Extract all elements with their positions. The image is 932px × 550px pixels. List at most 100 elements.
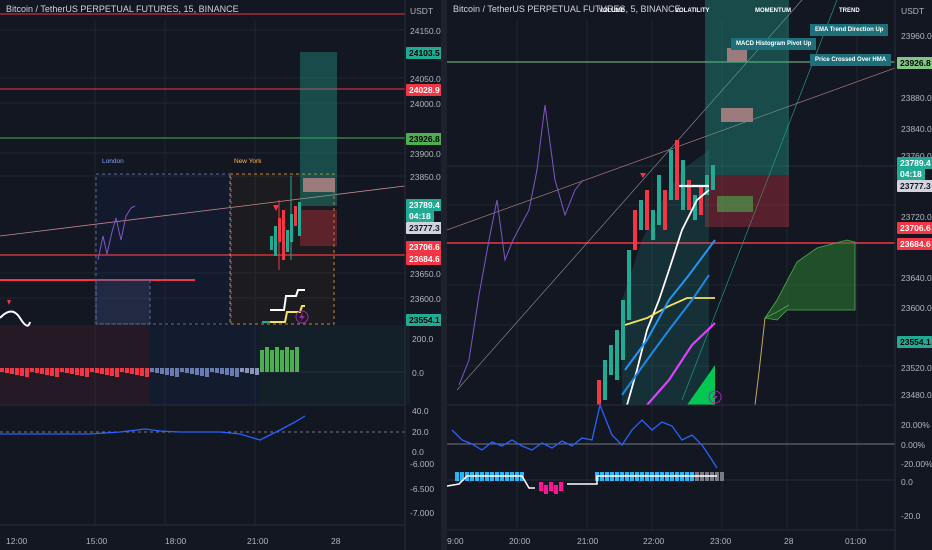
right-osc-label: 0.0 [901, 477, 913, 487]
right-tag-0418: 04:18 [897, 168, 925, 180]
candle [657, 175, 661, 225]
ema-magenta [646, 322, 716, 406]
left-time-label: 15:00 [86, 536, 108, 546]
histogram-bar [200, 368, 204, 376]
right-price-label: 23720.0 [901, 212, 932, 222]
osc1-label: 200.0 [412, 334, 434, 344]
candle [639, 200, 643, 230]
left-corner-curve [0, 310, 31, 327]
pane-divider[interactable] [441, 0, 447, 550]
bolt-icon [295, 310, 309, 324]
histogram-bar [150, 368, 154, 372]
right-tag-23789: 23789.4 [897, 157, 932, 169]
histogram-bar [165, 368, 169, 375]
left-price-label: 24000.0 [410, 99, 441, 109]
indicator-ema-trend[interactable]: EMA Trend Direction Up [810, 24, 889, 36]
position-label-box [303, 178, 335, 192]
right-price-label: 23640.0 [901, 273, 932, 283]
histogram-bar [245, 368, 249, 373]
histogram-bar [155, 368, 159, 373]
right-time-label: 22:00 [643, 536, 665, 546]
left-tag-23706: 23706.6 [406, 241, 441, 253]
osc2-label: 40.0 [412, 406, 429, 416]
candle [633, 210, 637, 250]
histogram-bar [100, 368, 104, 374]
histogram-bar [255, 368, 259, 375]
candle [663, 190, 667, 230]
histogram-bar [60, 368, 64, 372]
histogram-bar [250, 368, 254, 374]
histogram-bar [130, 368, 134, 374]
osc2-label: 20.0 [412, 427, 429, 437]
histogram-bar [220, 368, 224, 374]
candle [699, 185, 703, 215]
histogram-bar [275, 347, 279, 372]
right-tag-23777: 23777.3 [897, 180, 932, 192]
histogram-bar [50, 368, 54, 376]
osc-block [554, 485, 558, 494]
take-profit-zone [705, 0, 789, 175]
histogram-bar [290, 350, 294, 372]
left-tag-23684: 23684.6 [406, 253, 441, 265]
kumo-cloud [764, 239, 856, 321]
histogram-bar [65, 368, 69, 373]
candle [711, 165, 715, 190]
histogram-bar [285, 347, 289, 372]
header-momentum: MOMENTUM [755, 8, 791, 14]
left-time-label: 21:00 [247, 536, 269, 546]
histogram-bar [95, 368, 99, 373]
right-time-label: 01:00 [845, 536, 867, 546]
histogram-bar [170, 368, 174, 376]
trendline [0, 185, 406, 237]
osc-block [549, 482, 553, 491]
histogram-bar [205, 368, 209, 377]
osc-block [544, 485, 548, 494]
london-session-inner [95, 279, 151, 325]
indicator-price-hma[interactable]: Price Crossed Over HMA [810, 54, 892, 66]
histogram-bar [145, 368, 149, 377]
histogram-bar [90, 368, 94, 372]
ny-candles [270, 176, 301, 270]
right-chart-canvas[interactable] [447, 0, 932, 550]
histogram-bar [265, 347, 269, 372]
osc2-label: -6.000 [410, 459, 435, 469]
osc-block [455, 472, 459, 481]
left-time-label: 18:00 [165, 536, 187, 546]
left-price-label: 23900.0 [410, 149, 441, 159]
histogram-bar [15, 368, 19, 375]
histogram-bar [225, 368, 229, 375]
candle [627, 250, 631, 320]
right-chart-pane[interactable]: Bitcoin / TetherUS PERPETUAL FUTURES, 5,… [447, 0, 932, 550]
histogram-bar [270, 350, 274, 372]
histogram-bar [180, 368, 184, 372]
left-tag-24028: 24028.9 [406, 84, 441, 96]
indicator-macd-pivot[interactable]: MACD Histogram Pivot Up [731, 38, 817, 50]
histogram-bar [140, 368, 144, 376]
right-chart-title: Bitcoin / TetherUS PERPETUAL FUTURES, 5,… [453, 4, 681, 14]
header-volume: VOLUME [599, 8, 625, 14]
osc-block [539, 482, 543, 491]
left-axis-unit: USDT [410, 6, 434, 16]
right-candles [597, 140, 715, 405]
histogram-bar [185, 368, 189, 373]
left-chart-pane[interactable]: Bitcoin / TetherUS PERPETUAL FUTURES, 15… [0, 0, 441, 550]
left-price-label: 24150.0 [410, 26, 441, 36]
osc2-line [0, 415, 306, 441]
right-osc-label: 20.00% [901, 420, 930, 430]
candle [645, 190, 649, 230]
histogram-bar [20, 368, 24, 376]
ny-white-step [270, 289, 305, 311]
trend-line-fan [447, 67, 896, 231]
histogram-bar [120, 368, 124, 372]
osc-block [720, 472, 724, 481]
left-chart-canvas[interactable] [0, 0, 441, 550]
right-time-label: 21:00 [577, 536, 599, 546]
osc2-label: -7.000 [410, 508, 435, 518]
right-time-label: 23:00 [710, 536, 732, 546]
histogram-bar [75, 368, 79, 375]
right-price-label: 23760.0 [901, 151, 932, 161]
candle [621, 300, 625, 360]
right-tag-23926: 23926.8 [897, 57, 932, 69]
histogram-bar [135, 368, 139, 375]
candle [651, 210, 655, 240]
